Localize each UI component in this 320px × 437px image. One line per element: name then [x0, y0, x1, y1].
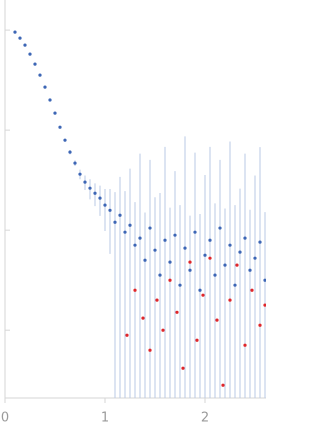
data-point: [248, 268, 252, 272]
data-point: [83, 180, 87, 184]
data-point: [228, 243, 232, 247]
data-point: [63, 138, 67, 142]
data-point: [215, 318, 219, 322]
data-point: [181, 366, 185, 370]
data-point: [238, 250, 242, 254]
data-point: [28, 52, 32, 56]
data-point: [138, 236, 142, 240]
data-point: [33, 62, 37, 66]
data-point: [73, 161, 77, 165]
data-point: [208, 238, 212, 242]
data-point: [88, 186, 92, 190]
data-point: [221, 383, 225, 387]
data-point: [143, 258, 147, 262]
data-point: [258, 240, 262, 244]
data-point: [103, 203, 107, 207]
chart: 0 1 2: [1, 0, 266, 426]
data-point: [198, 288, 202, 292]
data-point: [203, 253, 207, 257]
data-point: [98, 196, 102, 200]
x-tick-label: 1: [101, 411, 109, 426]
data-point: [243, 343, 247, 347]
data-point: [18, 36, 22, 40]
data-point: [53, 111, 57, 115]
data-point: [250, 288, 254, 292]
data-point: [68, 150, 72, 154]
data-point: [163, 238, 167, 242]
data-point: [113, 220, 117, 224]
data-point: [188, 268, 192, 272]
data-point: [78, 172, 82, 176]
data-point: [93, 191, 97, 195]
data-point: [128, 223, 132, 227]
data-point: [258, 323, 262, 327]
data-point: [178, 283, 182, 287]
data-point: [168, 278, 172, 282]
data-point: [188, 260, 192, 264]
data-point: [253, 256, 257, 260]
data-point: [148, 226, 152, 230]
x-tick-label: 2: [201, 411, 209, 426]
data-point: [48, 98, 52, 102]
data-point: [141, 316, 145, 320]
data-point: [243, 236, 247, 240]
data-point: [175, 310, 179, 314]
data-point: [168, 260, 172, 264]
data-point: [183, 246, 187, 250]
data-point: [223, 263, 227, 267]
data-point: [213, 273, 217, 277]
data-point: [133, 243, 137, 247]
data-point: [208, 256, 212, 260]
data-point: [123, 230, 127, 234]
data-point: [193, 230, 197, 234]
data-point: [195, 338, 199, 342]
data-point: [158, 273, 162, 277]
data-point: [263, 278, 266, 282]
data-point: [58, 125, 62, 129]
data-point: [38, 73, 42, 77]
x-tick-label: 0: [1, 411, 9, 426]
data-point: [108, 208, 112, 212]
data-point: [233, 283, 237, 287]
data-point: [263, 303, 266, 307]
data-point: [173, 233, 177, 237]
data-point: [161, 328, 165, 332]
data-point: [13, 30, 17, 34]
data-point: [148, 348, 152, 352]
data-point: [153, 248, 157, 252]
data-point: [155, 298, 159, 302]
data-point: [133, 288, 137, 292]
data-point: [118, 213, 122, 217]
data-point: [228, 298, 232, 302]
data-point: [218, 226, 222, 230]
data-point: [235, 263, 239, 267]
data-point: [201, 293, 205, 297]
data-point: [43, 85, 47, 89]
data-point: [125, 333, 129, 337]
data-point: [23, 43, 27, 47]
